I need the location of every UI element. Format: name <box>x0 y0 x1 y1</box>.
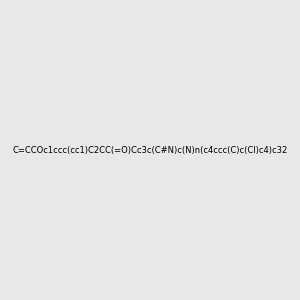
Text: C=CCOc1ccc(cc1)C2CC(=O)Cc3c(C#N)c(N)n(c4ccc(C)c(Cl)c4)c32: C=CCOc1ccc(cc1)C2CC(=O)Cc3c(C#N)c(N)n(c4… <box>12 146 288 154</box>
